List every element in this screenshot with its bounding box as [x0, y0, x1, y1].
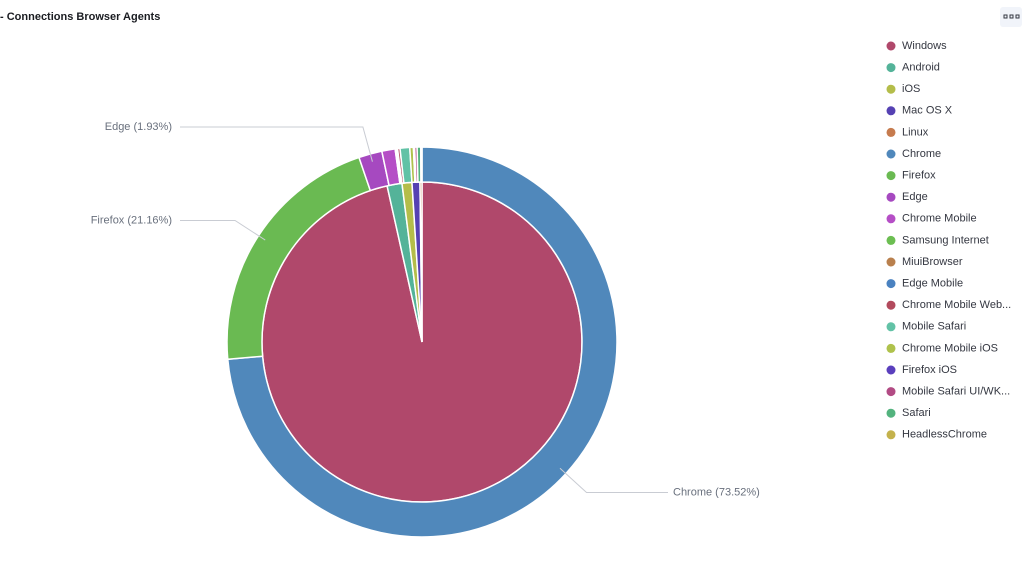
dot — [1009, 14, 1014, 19]
legend-swatch — [886, 365, 896, 375]
legend-label: Chrome Mobile iOS — [902, 342, 998, 354]
legend-label: Firefox — [902, 170, 936, 182]
legend-label: Android — [902, 62, 940, 74]
dot — [1003, 14, 1008, 19]
legend-label: iOS — [902, 83, 920, 95]
legend-swatch — [886, 300, 896, 310]
slice-label: Edge (1.93%) — [105, 121, 172, 133]
legend-swatch — [886, 322, 896, 332]
legend-label: Safari — [902, 407, 931, 419]
leader-line — [180, 126, 373, 162]
slice-label: Firefox (21.16%) — [91, 214, 172, 226]
legend-swatch — [886, 257, 896, 267]
legend-swatch — [886, 192, 896, 202]
legend-swatch — [886, 106, 896, 116]
leader-line — [180, 219, 266, 241]
legend-label: Chrome — [902, 148, 941, 160]
pie-slice — [226, 146, 618, 538]
legend-swatch — [886, 387, 896, 397]
chart-title: - Connections Browser Agents — [0, 11, 160, 23]
legend-label: Edge Mobile — [902, 278, 963, 290]
legend-swatch — [886, 279, 896, 289]
legend-swatch — [886, 84, 896, 94]
options-button[interactable] — [1000, 7, 1022, 27]
leader-line — [559, 467, 668, 494]
legend-label: Chrome Mobile Web... — [902, 299, 1011, 311]
legend-swatch — [886, 63, 896, 73]
legend-swatch — [886, 408, 896, 418]
legend-swatch — [886, 343, 896, 353]
legend-label: MiuiBrowser — [902, 256, 963, 268]
pie-slice — [420, 146, 423, 183]
legend-swatch — [886, 235, 896, 245]
legend-swatch — [886, 127, 896, 137]
dot — [1015, 14, 1020, 19]
legend-label: Mobile Safari — [902, 321, 966, 333]
legend-label: Samsung Internet — [902, 234, 989, 246]
slice-label: Chrome (73.52%) — [673, 486, 760, 498]
legend-label: Edge — [902, 191, 928, 203]
options-button-bg[interactable] — [1000, 7, 1022, 27]
legend-label: Windows — [902, 40, 947, 52]
legend-label: Chrome Mobile — [902, 213, 977, 225]
legend-swatch — [886, 214, 896, 224]
legend-label: Mobile Safari UI/WK... — [902, 386, 1010, 398]
legend-label: Firefox iOS — [902, 364, 957, 376]
legend-swatch — [886, 149, 896, 159]
legend-swatch — [886, 41, 896, 51]
legend-swatch — [886, 430, 896, 440]
legend-label: Linux — [902, 126, 929, 138]
legend-label: Mac OS X — [902, 105, 953, 117]
legend-label: HeadlessChrome — [902, 429, 987, 441]
legend-swatch — [886, 171, 896, 181]
